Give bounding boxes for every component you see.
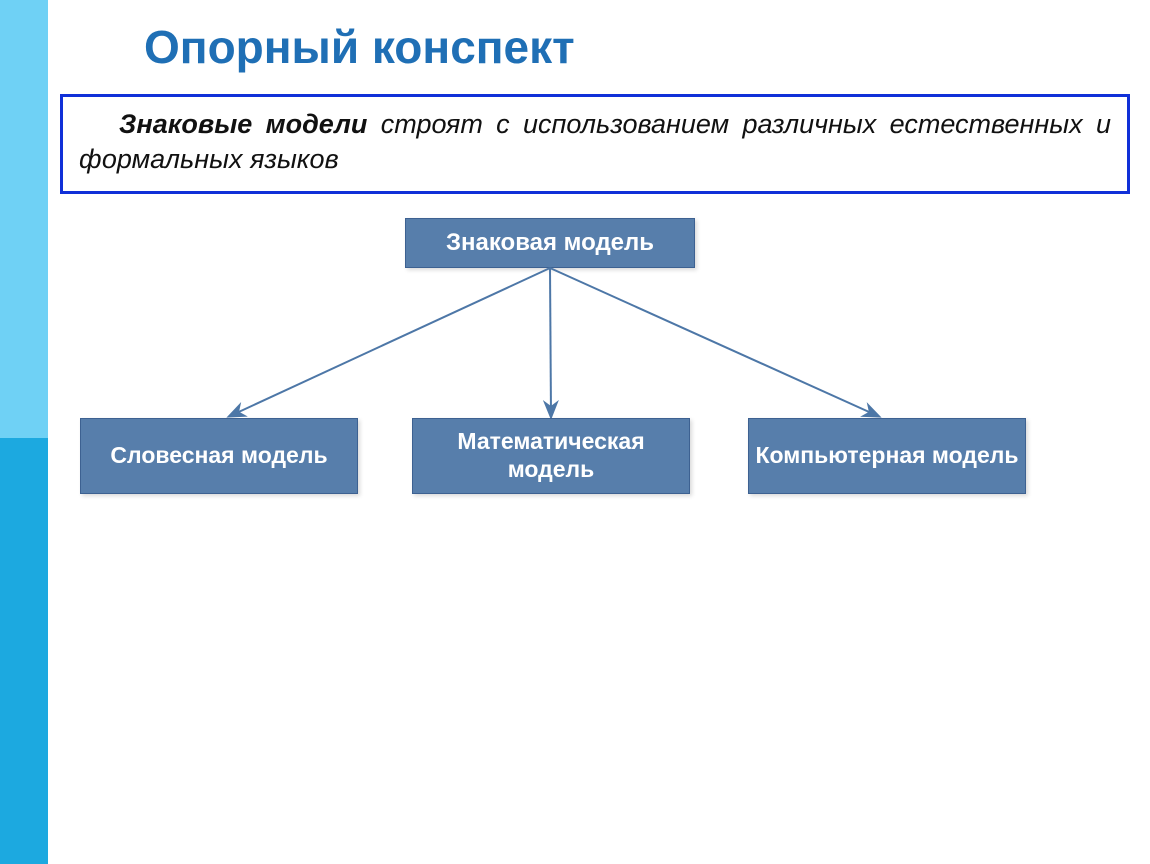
node-child-1: Словесная модель bbox=[80, 418, 358, 494]
definition-box: Знаковые модели строят с использованием … bbox=[60, 94, 1130, 194]
sidebar-accent-bottom bbox=[0, 438, 48, 864]
diagram-container: Знаковая модель Словесная модель Математ… bbox=[60, 200, 1130, 550]
node-root: Знаковая модель bbox=[405, 218, 695, 268]
node-child-2: Математическая модель bbox=[412, 418, 690, 494]
sidebar-accent-top bbox=[0, 0, 48, 438]
node-child-3: Компьютерная модель bbox=[748, 418, 1026, 494]
slide-title: Опорный конспект bbox=[144, 20, 575, 74]
node-child-1-label: Словесная модель bbox=[110, 442, 327, 470]
node-root-label: Знаковая модель bbox=[446, 229, 654, 258]
node-child-3-label: Компьютерная модель bbox=[755, 442, 1018, 470]
definition-bold: Знаковые модели bbox=[119, 109, 367, 139]
node-child-2-label: Математическая модель bbox=[413, 428, 689, 483]
